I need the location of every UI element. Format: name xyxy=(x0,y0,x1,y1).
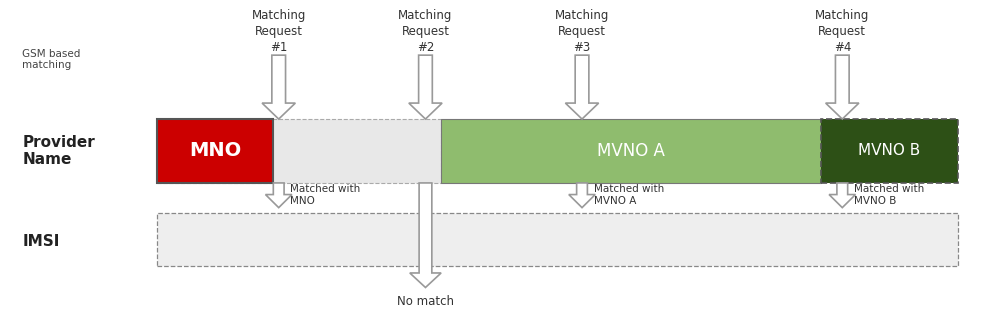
Bar xyxy=(821,119,957,183)
Bar xyxy=(157,213,957,266)
Bar xyxy=(157,119,273,183)
Text: Matching
Request
#3: Matching Request #3 xyxy=(555,9,609,54)
Polygon shape xyxy=(830,183,855,208)
Text: Matched with
MNO: Matched with MNO xyxy=(290,184,361,206)
Text: Matching
Request
#4: Matching Request #4 xyxy=(815,9,870,54)
Text: MVNO A: MVNO A xyxy=(597,142,665,160)
Bar xyxy=(441,119,821,183)
Text: Provider
Name: Provider Name xyxy=(23,135,95,167)
Text: No match: No match xyxy=(397,295,454,308)
Polygon shape xyxy=(262,55,295,119)
Text: Matching
Request
#2: Matching Request #2 xyxy=(399,9,453,54)
Text: MVNO B: MVNO B xyxy=(858,143,920,158)
Polygon shape xyxy=(566,55,598,119)
Polygon shape xyxy=(409,183,441,288)
Text: Matched with
MVNO B: Matched with MVNO B xyxy=(854,184,924,206)
Text: GSM based
matching: GSM based matching xyxy=(23,49,81,70)
Text: Matched with
MVNO A: Matched with MVNO A xyxy=(593,184,664,206)
Polygon shape xyxy=(569,183,595,208)
Polygon shape xyxy=(826,55,859,119)
Text: IMSI: IMSI xyxy=(23,233,60,249)
Text: Matching
Request
#1: Matching Request #1 xyxy=(252,9,306,54)
Polygon shape xyxy=(408,55,442,119)
Text: MNO: MNO xyxy=(189,141,241,161)
Bar xyxy=(157,119,441,183)
Polygon shape xyxy=(266,183,292,208)
